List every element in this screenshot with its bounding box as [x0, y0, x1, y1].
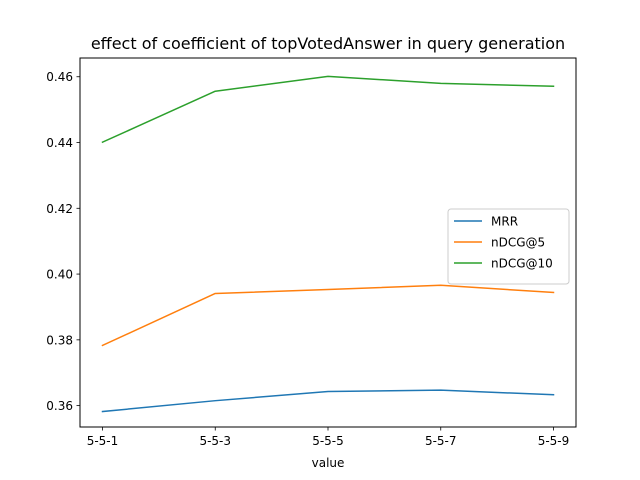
x-tick-label: 5-5-9 — [538, 434, 570, 448]
legend: MRR nDCG@5 nDCG@10 — [447, 208, 570, 285]
y-tick-label: 0.38 — [46, 333, 73, 347]
legend-box — [447, 208, 570, 285]
x-tick-label: 5-5-1 — [87, 434, 119, 448]
y-tick-label: 0.44 — [46, 136, 73, 150]
y-tick-label: 0.46 — [46, 70, 73, 84]
x-tick-label: 5-5-7 — [425, 434, 457, 448]
y-axis: 0.36 0.38 0.40 0.42 0.44 0.46 — [46, 70, 80, 413]
series-line — [101, 284, 555, 347]
legend-label: MRR — [491, 215, 518, 229]
plot-area — [101, 75, 555, 413]
series-line — [101, 389, 555, 413]
x-tick-label: 5-5-5 — [312, 434, 344, 448]
x-axis-label: value — [312, 456, 345, 470]
legend-label: nDCG@5 — [491, 236, 545, 250]
y-tick-label: 0.36 — [46, 399, 73, 413]
y-tick-label: 0.40 — [46, 268, 73, 282]
x-tick-label: 5-5-3 — [199, 434, 231, 448]
legend-label: nDCG@10 — [491, 257, 553, 271]
chart-title: effect of coefficient of topVotedAnswer … — [91, 34, 565, 53]
series-line — [101, 75, 555, 144]
y-tick-label: 0.42 — [46, 202, 73, 216]
x-axis: 5-5-1 5-5-3 5-5-5 5-5-7 5-5-9 — [87, 427, 570, 448]
